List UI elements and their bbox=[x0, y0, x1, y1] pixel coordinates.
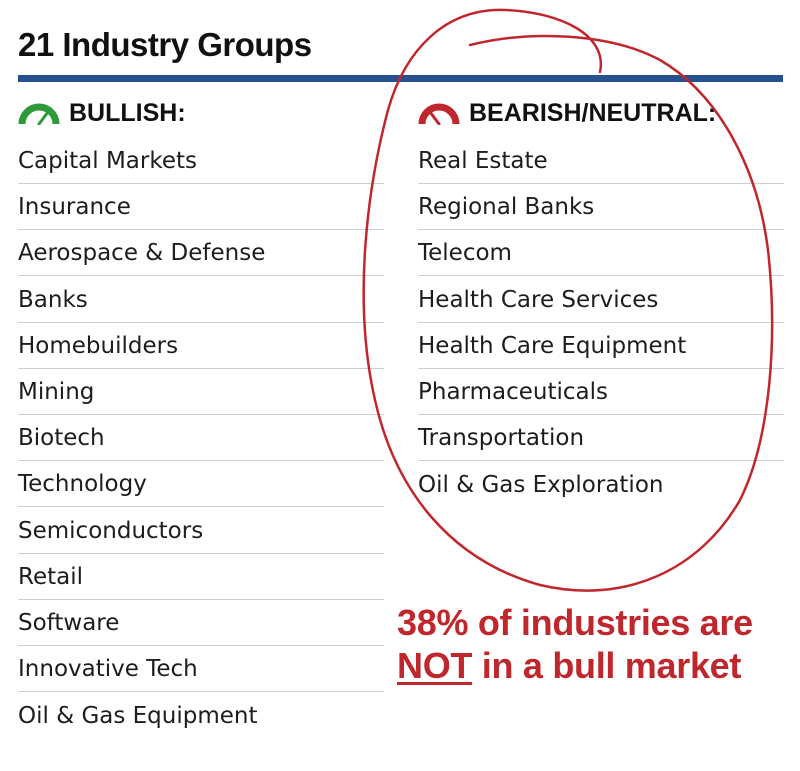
list-item: Innovative Tech bbox=[18, 647, 384, 693]
callout-emphasis: NOT bbox=[397, 645, 473, 686]
bearish-header-label: BEARISH/NEUTRAL: bbox=[469, 99, 717, 127]
list-item: Capital Markets bbox=[18, 139, 384, 184]
list-item: Semiconductors bbox=[18, 509, 384, 554]
list-item: Oil & Gas Equipment bbox=[18, 702, 258, 729]
callout-line-1: 38% of industries are bbox=[397, 602, 753, 643]
list-item: Aerospace & Defense bbox=[18, 231, 384, 277]
list-item: Banks bbox=[18, 278, 384, 323]
bullish-gauge-icon bbox=[18, 103, 60, 125]
list-item: Pharmaceuticals bbox=[418, 370, 784, 415]
list-item: Regional Banks bbox=[418, 185, 784, 231]
list-item: Biotech bbox=[18, 416, 384, 462]
list-item: Health Care Services bbox=[418, 278, 784, 323]
callout-line-2-rest: in a bull market bbox=[472, 645, 742, 686]
list-item: Transportation bbox=[418, 416, 784, 462]
page-title: 21 Industry Groups bbox=[18, 26, 312, 63]
bullish-header-label: BULLISH: bbox=[69, 99, 186, 127]
list-item: Retail bbox=[18, 555, 384, 600]
callout-text: 38% of industries are NOT in a bull mark… bbox=[397, 601, 753, 687]
list-item: Insurance bbox=[18, 185, 384, 231]
list-item: Real Estate bbox=[418, 139, 784, 184]
bearish-list: Real Estate Regional Banks Telecom Healt… bbox=[418, 139, 784, 507]
list-item: Technology bbox=[18, 462, 384, 508]
list-item: Oil & Gas Exploration bbox=[418, 471, 664, 498]
list-item: Health Care Equipment bbox=[418, 324, 784, 369]
list-item: Software bbox=[18, 601, 384, 646]
bullish-list: Capital Markets Insurance Aerospace & De… bbox=[18, 139, 384, 738]
bearish-gauge-icon bbox=[418, 103, 460, 125]
list-item: Mining bbox=[18, 370, 384, 415]
list-item: Telecom bbox=[418, 231, 784, 277]
bearish-header: BEARISH/NEUTRAL: bbox=[418, 99, 716, 128]
list-item: Homebuilders bbox=[18, 324, 384, 369]
callout-line-2: NOT in a bull market bbox=[397, 644, 753, 687]
bullish-header: BULLISH: bbox=[18, 99, 186, 128]
title-divider bbox=[18, 75, 783, 82]
